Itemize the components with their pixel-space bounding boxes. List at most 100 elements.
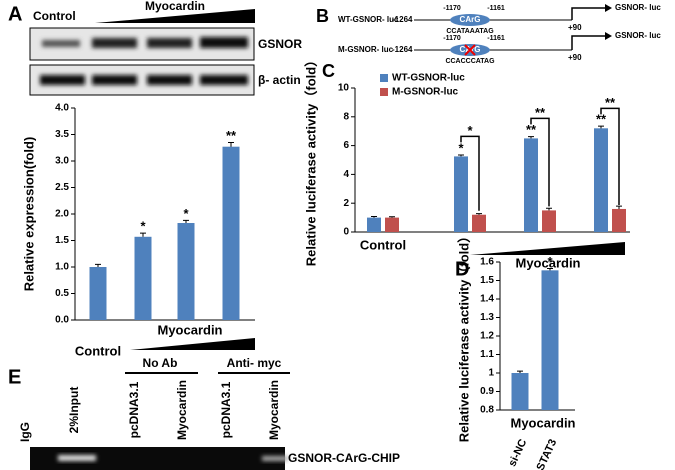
x-group-label: Myocardin [510,415,575,430]
y-axis-label: Relative expression(fold) [21,137,36,292]
site-sequence: CCACCCATAG [445,58,495,65]
error-bar [517,370,523,373]
construct: WT-GSNOR- luc -1264 CArG -1170 -1161 CCA… [338,3,661,35]
construct-start: -1264 [392,15,413,24]
y-tick-label: 1.5 [55,235,69,246]
value-annotation: ** [526,122,537,137]
bar [367,217,381,232]
comparison-annotation: ** [605,95,616,110]
comparison-bracket [530,117,550,207]
y-tick-label: 4 [343,169,349,180]
bar [542,210,556,232]
gel-bands [58,455,288,461]
bar [385,217,399,232]
value-annotation: * [183,206,189,221]
error-bar [183,219,189,224]
y-tick-label: 4.0 [55,103,69,114]
error-bar [140,232,146,237]
value-annotation: * [140,219,146,234]
y-axis-label: Relative luciferase activity（fold） [303,54,318,266]
y-tick-label: 1 [488,368,494,379]
blot-bands [42,37,248,48]
y-tick-label: 2.0 [55,209,69,220]
site-right: -1161 [487,5,505,12]
value-annotation: * [547,254,553,269]
lane-label: 2%Input [67,387,81,434]
y-tick-label: 1.4 [480,294,494,305]
error-bar [371,215,377,218]
y-tick-label: 0.8 [480,405,494,416]
site-sequence: CCATAAATAG [446,28,494,35]
blot-control: Control [33,9,76,23]
y-tick-label: 10 [338,83,350,94]
error-bar [547,267,553,271]
comparison-annotation: ** [535,105,546,120]
error-bar [95,263,101,267]
bar [134,236,152,320]
panel-label: A [8,3,22,25]
bar [594,128,608,232]
y-tick-label: 0.5 [55,288,69,299]
y-tick-label: 1.5 [480,275,494,286]
arrowhead [605,32,612,40]
group-label: No Ab [143,356,178,370]
wedge [470,242,625,255]
y-tick-label: 3.5 [55,129,69,140]
band-label: GSNOR-CArG-CHIP [288,451,400,465]
construct-start: -1264 [392,45,413,54]
value-annotation: ** [226,128,237,143]
y-tick-label: 3.0 [55,156,69,167]
bar [524,138,538,232]
y-tick-label: 0 [343,227,349,238]
site-left: -1170 [443,35,461,42]
blot-row-label: GSNOR [258,37,302,51]
y-tick-label: 1.3 [480,312,494,323]
x-tick-label: si-NC [506,437,529,468]
mutation-mark [464,44,476,56]
tss-arrow [571,7,605,20]
construct-name: M-GSNOR- luc [338,45,394,54]
panel-label: B [316,6,329,26]
y-tick-label: 0.0 [55,315,69,326]
value-annotation: * [458,140,464,155]
y-tick-label: 2.5 [55,182,69,193]
gel [30,447,285,470]
tss-arrow [571,35,605,50]
legend-label: WT-GSNOR-luc [392,73,465,84]
error-bar [528,136,534,139]
panel-label: E [8,366,21,388]
legend-swatch [380,88,388,96]
lane-label: pcDNA3.1 [219,381,233,438]
x-tick-label: si-STAT3 [529,437,559,470]
y-axis-label: Relative luciferase activity（fold） [456,230,471,442]
bar [541,270,559,410]
bar [511,373,529,410]
reporter: GSNOR- luc [615,31,661,40]
group-label: Anti- myc [227,356,282,370]
comparison-bracket [460,135,480,211]
comparison-bracket [600,107,620,205]
y-tick-label: 8 [343,111,349,122]
legend-label: M-GSNOR-luc [392,87,459,98]
carg-site [450,14,490,26]
error-bar [616,205,622,209]
site-left: -1170 [443,5,461,12]
legend-swatch [380,74,388,82]
bar [612,208,626,232]
error-bar [389,216,395,218]
site-label: CArG [460,15,481,24]
value-annotation: ** [596,112,607,127]
bar [177,223,195,320]
y-tick-label: 1.1 [480,349,494,360]
site-right: -1161 [487,35,505,42]
x-group-label: Myocardin [157,322,222,337]
error-bar [546,207,552,211]
arrowhead [605,4,612,12]
panel-label: D [455,258,469,280]
bar [222,146,240,320]
x-tick-label: Control [360,237,406,252]
y-tick-label: 1.6 [480,257,494,268]
lane-label: Myocardin [267,380,281,440]
error-bar [598,125,604,129]
